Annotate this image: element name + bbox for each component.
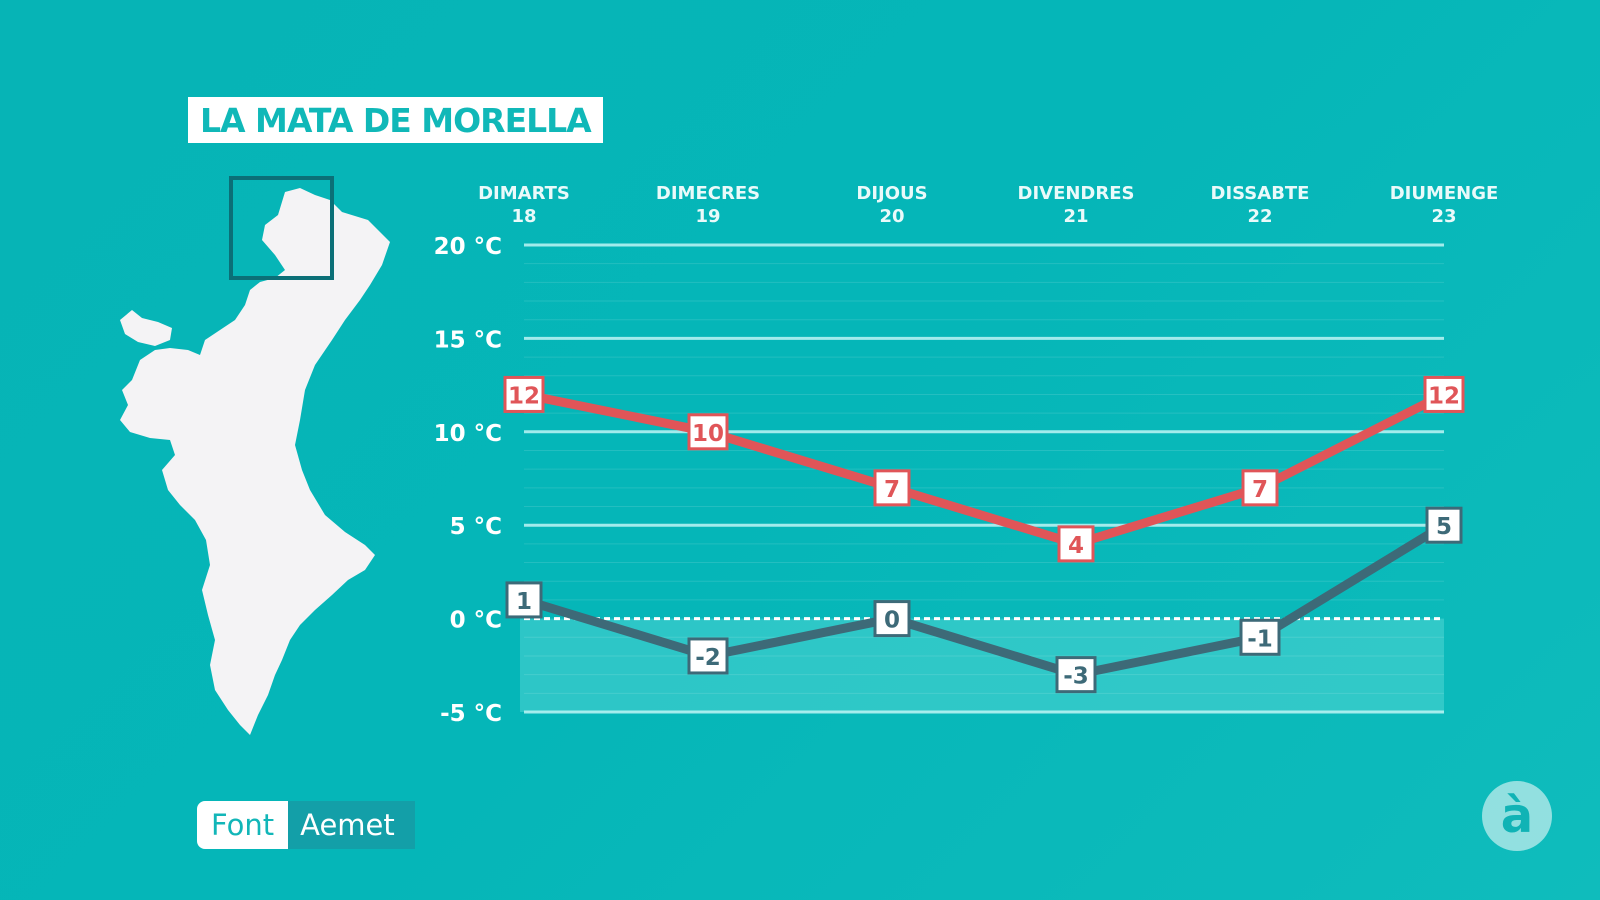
y-tick-label: 15 °C — [434, 327, 502, 353]
x-tick-date: 21 — [1063, 206, 1088, 227]
channel-logo: à — [1482, 781, 1552, 851]
x-tick-day: DISSABTE — [1211, 183, 1310, 204]
location-title-box: LA MATA DE MORELLA — [188, 97, 603, 143]
x-tick-date: 22 — [1247, 206, 1272, 227]
min-data-label: -3 — [1063, 664, 1089, 690]
max-data-marker — [1057, 525, 1095, 563]
x-tick-date: 20 — [879, 206, 904, 227]
max-data-marker — [1241, 469, 1279, 507]
min-temperature-line — [522, 521, 1447, 680]
x-tick-day: DIMARTS — [478, 183, 570, 204]
min-data-marker — [505, 581, 543, 619]
min-data-marker — [1239, 618, 1281, 656]
max-data-marker — [503, 375, 545, 413]
max-data-label: 4 — [1068, 533, 1084, 559]
x-tick-date: 18 — [511, 206, 536, 227]
region-shape — [120, 188, 390, 735]
min-data-label: -2 — [695, 645, 721, 671]
max-data-label: 12 — [508, 383, 540, 409]
source-badge: Font Aemet — [197, 801, 415, 849]
x-tick-date: 23 — [1431, 206, 1456, 227]
y-tick-label: 10 °C — [434, 421, 502, 447]
x-tick-day: DIMECRES — [656, 183, 760, 204]
y-tick-label: 5 °C — [450, 514, 502, 540]
x-tick-day: DIUMENGE — [1390, 183, 1499, 204]
max-temperature-line — [523, 390, 1447, 549]
max-data-label: 10 — [692, 421, 724, 447]
x-tick-day: DIVENDRES — [1018, 183, 1135, 204]
min-data-label: 0 — [884, 608, 900, 634]
max-data-marker — [687, 413, 729, 451]
valencia-region-map — [120, 176, 390, 735]
min-data-label: 5 — [1436, 514, 1452, 540]
island-shape — [120, 310, 172, 346]
max-data-marker — [873, 469, 911, 507]
location-highlight-box — [229, 176, 334, 280]
channel-logo-text: à — [1500, 788, 1534, 844]
min-data-marker — [1425, 506, 1463, 544]
y-tick-label: -5 °C — [440, 701, 502, 727]
max-data-label: 7 — [884, 477, 900, 503]
min-data-label: -1 — [1247, 626, 1273, 652]
x-tick-day: DIJOUS — [856, 183, 927, 204]
min-data-marker — [873, 600, 911, 638]
location-title: LA MATA DE MORELLA — [200, 100, 592, 140]
y-tick-label: 20 °C — [434, 234, 502, 260]
min-data-marker — [1055, 656, 1097, 694]
max-data-label: 12 — [1428, 383, 1460, 409]
x-tick-date: 19 — [695, 206, 720, 227]
max-data-label: 7 — [1252, 477, 1268, 503]
y-tick-label: 0 °C — [450, 608, 502, 634]
source-label: Font — [197, 801, 289, 849]
source-value: Aemet — [288, 801, 415, 849]
below-zero-band — [520, 618, 1444, 712]
min-data-marker — [687, 637, 729, 675]
max-data-marker — [1423, 375, 1465, 413]
min-data-label: 1 — [516, 589, 532, 615]
